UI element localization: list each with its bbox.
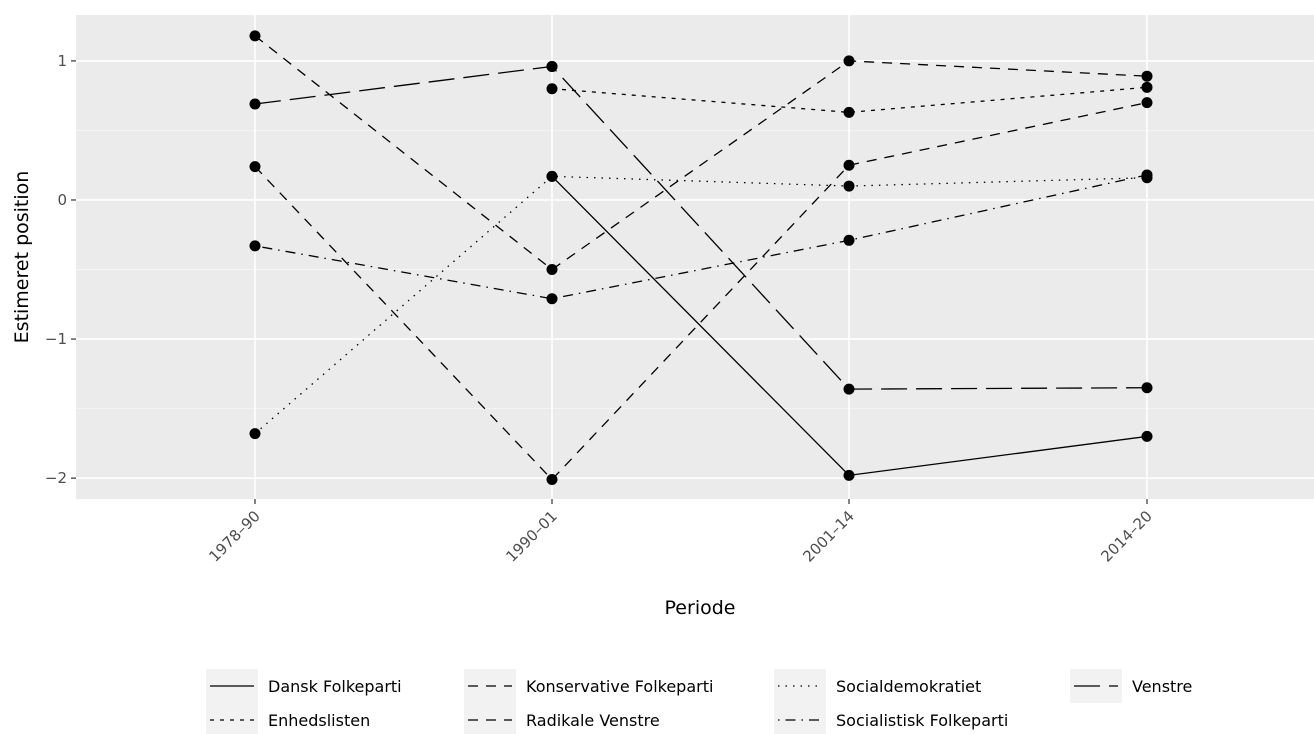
x-tick-label: 1978–90: [205, 507, 264, 566]
y-tick-label: −1: [45, 330, 67, 348]
data-point: [843, 106, 855, 118]
x-tick-label: 1990–01: [502, 507, 561, 566]
y-tick-label: 0: [57, 191, 67, 209]
x-axis: 1978–90 1990–01 2001–14 2014–20: [205, 499, 1156, 566]
data-point: [249, 240, 261, 252]
data-point: [546, 264, 558, 276]
legend: Dansk Folkeparti Enhedslisten Konservative…: [206, 669, 1192, 734]
data-point: [546, 293, 558, 305]
legend-label: Enhedslisten: [268, 711, 370, 730]
legend-key: [206, 703, 258, 734]
plot-panel: [76, 15, 1314, 499]
data-point: [546, 474, 558, 486]
legend-label: Socialistisk Folkeparti: [836, 711, 1008, 730]
series-line: [254, 101, 1148, 481]
series-line: [254, 175, 1148, 435]
data-point: [843, 469, 855, 481]
data-point: [843, 234, 855, 246]
data-point: [843, 383, 855, 395]
data-point: [546, 170, 558, 182]
legend-label: Konservative Folkeparti: [526, 677, 713, 696]
x-axis-title: Periode: [665, 597, 736, 619]
legend-label: Socialdemokratiet: [836, 677, 981, 696]
data-point: [1141, 382, 1153, 394]
data-points: [249, 30, 1153, 486]
minor-gridlines: [76, 129, 1314, 410]
data-point: [1141, 97, 1153, 109]
legend-key: [774, 669, 826, 703]
data-point: [249, 30, 261, 42]
data-point: [249, 98, 261, 110]
major-gridlines: [76, 15, 1314, 499]
data-point: [843, 159, 855, 171]
legend-label: Radikale Venstre: [526, 711, 660, 730]
series-line: [254, 65, 1148, 390]
data-point: [1141, 81, 1153, 93]
series-line: [254, 35, 1148, 271]
series-line: [254, 174, 1148, 300]
legend-key: [774, 703, 826, 734]
data-point: [1141, 430, 1153, 442]
legend-key: [464, 703, 516, 734]
data-point: [1141, 169, 1153, 181]
y-axis: 1 0 −1 −2: [45, 52, 76, 487]
legend-label: Dansk Folkeparti: [268, 677, 402, 696]
y-tick-label: −2: [45, 469, 67, 487]
x-tick-label: 2001–14: [799, 507, 858, 566]
data-point: [1141, 70, 1153, 82]
data-point: [249, 428, 261, 440]
x-tick-label: 2014–20: [1097, 507, 1156, 566]
data-point: [546, 60, 558, 72]
y-axis-title: Estimeret position: [11, 171, 33, 344]
data-point: [546, 83, 558, 95]
data-point: [843, 180, 855, 192]
data-point: [843, 55, 855, 67]
legend-label: Venstre: [1132, 677, 1192, 696]
y-tick-label: 1: [57, 52, 67, 70]
data-point: [249, 161, 261, 173]
